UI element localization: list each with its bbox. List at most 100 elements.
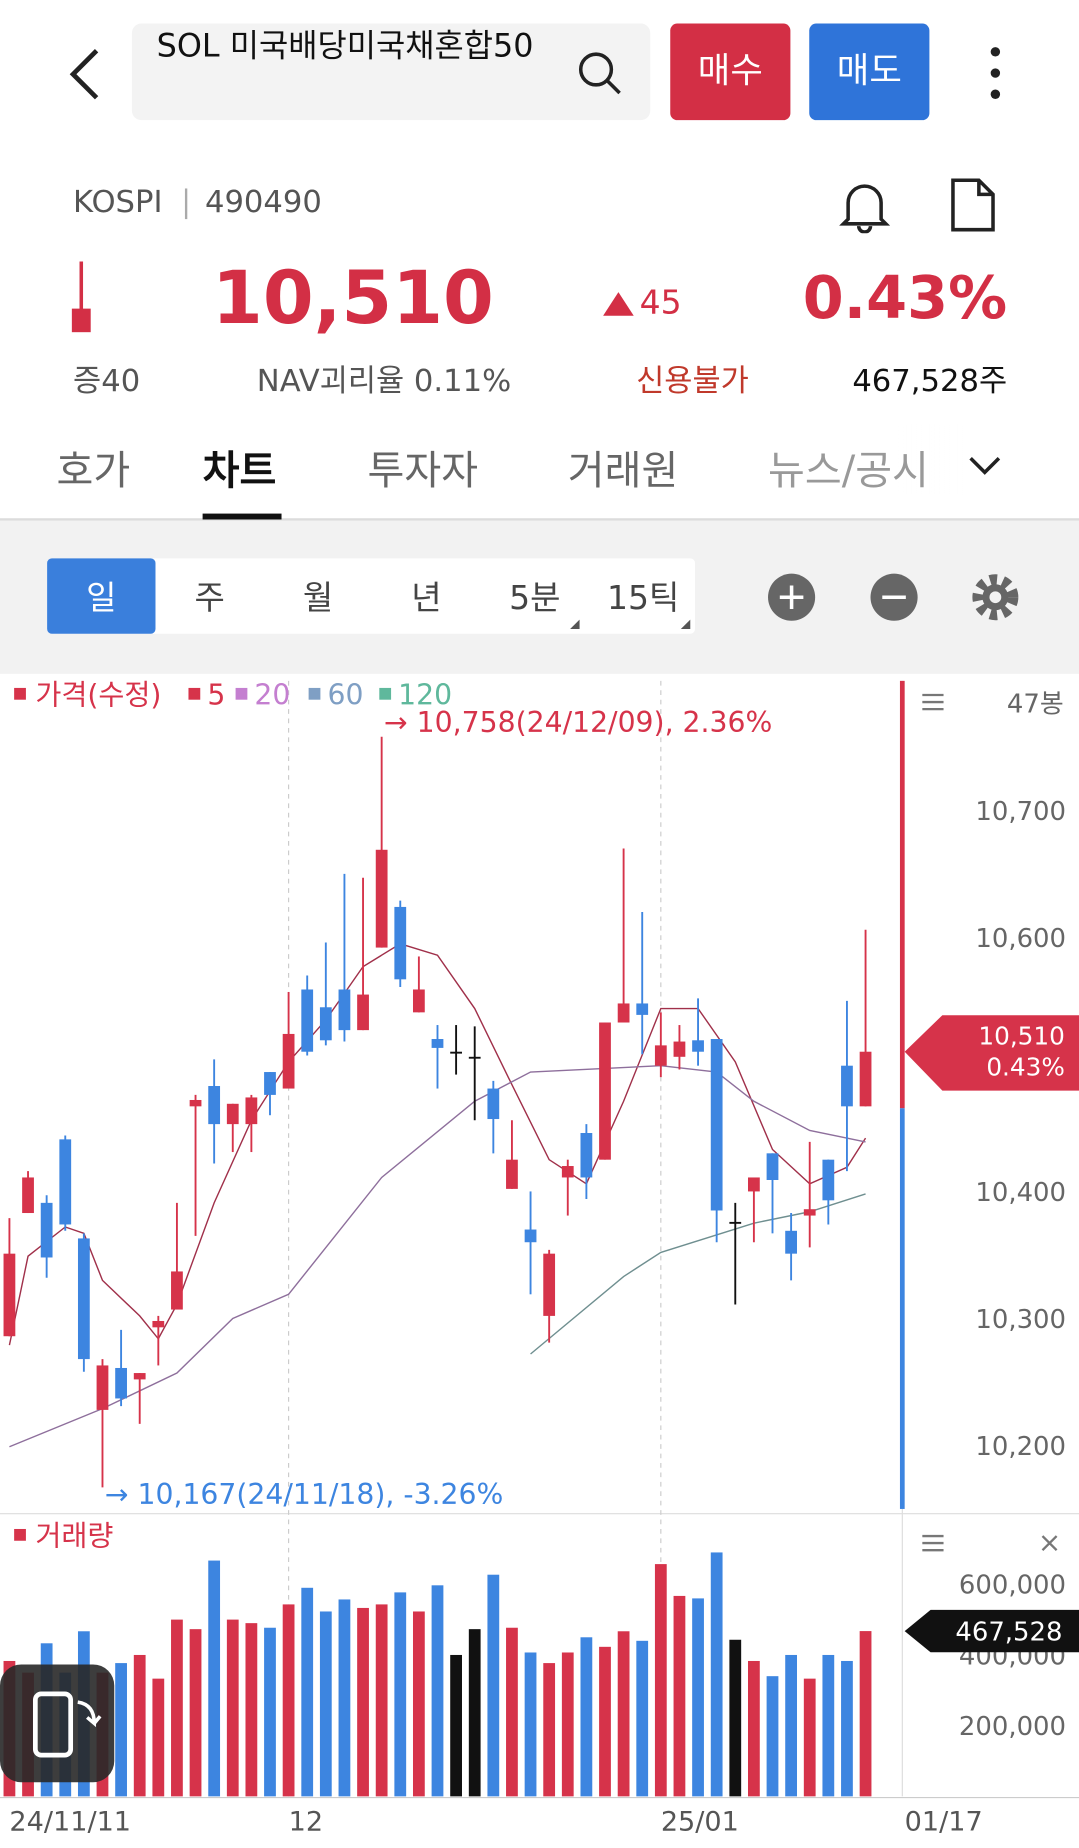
candle-body [561, 1166, 574, 1178]
y-tick-label: 200,000 [959, 1712, 1066, 1742]
candle-body [357, 994, 369, 1031]
zoom-in[interactable] [768, 573, 816, 621]
candle-body [580, 1133, 593, 1178]
volume-bar [543, 1663, 556, 1797]
candle-body [803, 1209, 816, 1216]
tab[interactable]: 투자자 [367, 447, 479, 495]
candle-body [710, 1039, 723, 1211]
tab[interactable]: 뉴스/공시 [768, 447, 929, 495]
moving-average [9, 1064, 866, 1448]
candle-body [654, 1045, 667, 1066]
volume-bar [152, 1678, 165, 1797]
moving-average [8, 942, 867, 1346]
volume-bar [208, 1560, 221, 1797]
candle-body [636, 1003, 649, 1015]
nav-gap: NAV괴리율 0.11% [256, 363, 512, 400]
volume-bar [506, 1627, 518, 1797]
y-tick-label: 10,400 [975, 1178, 1066, 1208]
tab[interactable]: 호가 [56, 447, 131, 495]
volume-bar [264, 1627, 276, 1797]
legend-swatch [188, 687, 201, 700]
volume-bar [245, 1623, 258, 1797]
candle-body [152, 1320, 165, 1328]
candle-body [599, 1022, 611, 1160]
volume-bar [524, 1652, 537, 1797]
volume-bar [599, 1646, 611, 1797]
period[interactable]: 년 [411, 578, 442, 618]
period[interactable]: 5분 [509, 578, 561, 618]
bar-count: 47봉 [1007, 690, 1064, 720]
annotation: → 10,758(24/12/09), 2.36% [384, 706, 772, 739]
last-price: 10,510 [978, 1022, 1065, 1051]
memo[interactable] [947, 177, 999, 234]
candle-body [22, 1177, 34, 1214]
legend-swatch [14, 1528, 26, 1541]
candle-body [96, 1365, 109, 1410]
separator [184, 188, 188, 220]
rotate-button[interactable] [0, 1664, 115, 1783]
volume-legend: 거래량 [35, 1519, 113, 1552]
price-bar-down [899, 1108, 905, 1509]
close-panel[interactable] [1041, 1535, 1058, 1552]
zoom-out[interactable] [870, 573, 918, 621]
candle-body [282, 1033, 295, 1089]
candle-body [431, 1039, 444, 1048]
volume-bar [226, 1619, 239, 1797]
candle-body [543, 1253, 556, 1316]
candle-body [617, 1003, 630, 1023]
y-tick-label: 10,700 [975, 797, 1066, 827]
back[interactable] [66, 47, 104, 101]
candle-body [3, 1253, 16, 1337]
candle-body [189, 1099, 202, 1107]
candle-body [841, 1065, 853, 1107]
candle-body [412, 989, 425, 1013]
code: 490490 [204, 184, 322, 221]
legend-entry: 5 [207, 678, 225, 711]
last-volume: 467,528 [955, 1618, 1062, 1648]
period[interactable]: 주 [194, 578, 225, 618]
volume-bar [301, 1587, 314, 1797]
candle-body [394, 906, 407, 980]
period[interactable]: 월 [302, 578, 334, 618]
volume-bar [115, 1663, 127, 1797]
y-tick-label: 10,200 [975, 1432, 1066, 1462]
candle-body [59, 1139, 72, 1225]
period[interactable]: 일 [86, 578, 117, 618]
candle-body [338, 989, 351, 1031]
tab[interactable]: 거래원 [567, 447, 679, 495]
candle-body [133, 1373, 146, 1380]
change-pct: 0.43% [802, 263, 1008, 333]
search-icon[interactable] [576, 49, 623, 96]
legend-entry: 120 [398, 678, 452, 711]
panel-menu[interactable] [922, 693, 944, 711]
volume-bar [171, 1619, 183, 1797]
volume: 467,528주 [852, 363, 1008, 400]
alarm[interactable] [836, 177, 893, 234]
credit: 신용불가 [636, 363, 749, 400]
candle-body [226, 1103, 239, 1125]
candle-body [77, 1238, 90, 1360]
candle-body [487, 1088, 500, 1120]
legend-swatch [379, 687, 392, 700]
price: 10,510 [212, 254, 494, 341]
candle-body [264, 1072, 276, 1095]
candle-body [766, 1153, 779, 1181]
candle-body [40, 1202, 53, 1258]
buy-button[interactable]: 매수 [670, 23, 791, 121]
tab-more[interactable] [968, 455, 1001, 476]
legend-swatch [235, 687, 248, 700]
volume-bar [338, 1599, 351, 1797]
annotation: → 10,167(24/11/18), -3.26% [105, 1478, 504, 1511]
panel-menu[interactable] [922, 1534, 944, 1552]
search-box[interactable] [131, 23, 651, 121]
x-tick-label: 12 [289, 1807, 323, 1838]
volume-bar [357, 1607, 369, 1797]
settings[interactable] [972, 574, 1019, 621]
sell-button[interactable]: 매도 [809, 23, 930, 121]
candle-body [301, 989, 314, 1052]
more[interactable] [984, 45, 1008, 102]
period[interactable]: 15틱 [606, 578, 680, 618]
tab[interactable]: 차트 [202, 447, 277, 495]
candle-body [450, 1051, 462, 1054]
